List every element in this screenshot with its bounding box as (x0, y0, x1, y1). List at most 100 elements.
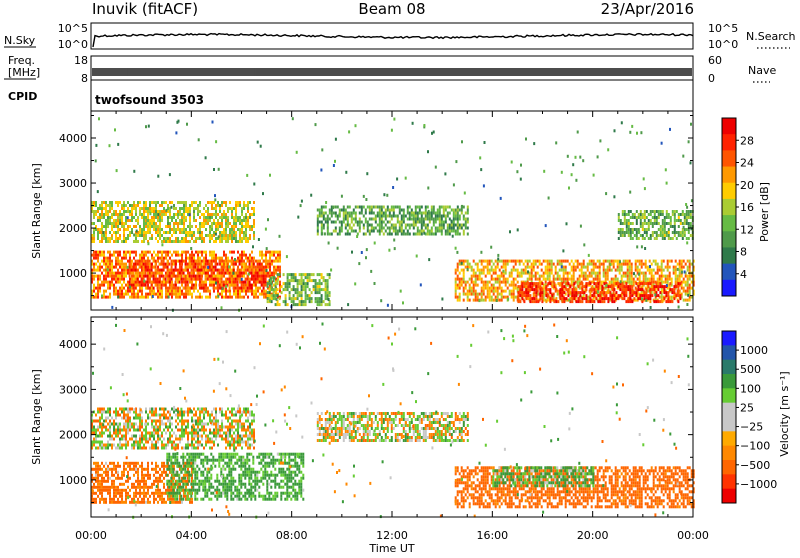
echo-cell (237, 287, 239, 290)
echo-cell (379, 209, 381, 212)
echo-cell (678, 216, 680, 219)
echo-cell (443, 224, 445, 227)
echo-cell (451, 224, 453, 227)
echo-cell (605, 297, 607, 300)
echo-cell (205, 219, 207, 222)
echo-cell (535, 288, 537, 291)
echo-cell (283, 273, 285, 276)
echo-cell (629, 281, 631, 284)
echo-cell (613, 297, 615, 300)
echo-cell (463, 263, 465, 266)
echo-cell (189, 272, 191, 275)
echo-cell (676, 237, 678, 240)
echo-cell (143, 284, 145, 287)
echo-cell (555, 269, 557, 272)
echo-cell (513, 266, 515, 269)
echo-cell (179, 210, 181, 213)
echo-cell (683, 260, 685, 263)
echo-cell (265, 284, 267, 287)
echo-cell (451, 209, 453, 212)
echo-cell (147, 287, 149, 290)
echo-cell (137, 284, 139, 287)
echo-cell (475, 284, 477, 287)
echo-cell (129, 213, 131, 216)
echo-cell (181, 237, 183, 240)
echo-cell (177, 290, 179, 293)
echo-cell (565, 272, 567, 275)
echo-cell (437, 218, 439, 221)
echo-cell (149, 281, 151, 284)
echo-cell (125, 210, 127, 213)
echo-cell (99, 254, 101, 257)
echo-cell (549, 269, 551, 272)
echo-cell (239, 254, 241, 257)
echo-cell (303, 303, 305, 306)
echo-cell (173, 228, 175, 231)
echo-cell (213, 251, 215, 254)
echo-cell (237, 275, 239, 278)
echo-cell (525, 288, 527, 291)
echo-cell (159, 228, 161, 231)
echo-cell (235, 207, 237, 210)
echo-cell (325, 303, 327, 306)
echo-cell (221, 231, 223, 234)
echo-cell (203, 287, 205, 290)
echo-cell (245, 281, 247, 284)
echo-cell (674, 225, 676, 228)
echo-cell (215, 257, 217, 260)
echo-cell (557, 272, 559, 275)
echo-cell (533, 275, 535, 278)
echo-cell (111, 207, 113, 210)
echo-cell (117, 260, 119, 263)
echo-cell (559, 269, 561, 272)
echo-cell (377, 230, 379, 233)
echo-cell (499, 293, 501, 296)
echo-cell (667, 278, 669, 281)
echo-cell (507, 278, 509, 281)
echo-cell (587, 275, 589, 278)
echo-cell (660, 210, 662, 213)
echo-cell (666, 222, 668, 225)
echo-cell (413, 224, 415, 227)
echo-cell (642, 228, 644, 231)
echo-cell (179, 281, 181, 284)
echo-cell (425, 209, 427, 212)
echo-cell (607, 300, 609, 303)
echo-cell (261, 275, 263, 278)
echo-cell (669, 278, 671, 281)
echo-cell (195, 201, 197, 204)
echo-cell (339, 209, 341, 212)
echo-cell (656, 231, 658, 234)
echo-cell (455, 272, 457, 275)
echo-cell (521, 282, 523, 285)
echo-cell (645, 282, 647, 285)
echo-cell (631, 272, 633, 275)
echo-cell (455, 278, 457, 281)
echo-cell (619, 269, 621, 272)
echo-cell (183, 207, 185, 210)
echo-cell (231, 260, 233, 263)
echo-cell (95, 225, 97, 228)
echo-cell (688, 237, 690, 240)
echo-cell (135, 225, 137, 228)
echo-cell (133, 240, 135, 243)
echo-cell (638, 228, 640, 231)
echo-cell (113, 272, 115, 275)
echo-cell (139, 225, 141, 228)
echo-cell (291, 300, 293, 303)
echo-cell (383, 212, 385, 215)
echo-cell (103, 296, 105, 299)
echo-cell (129, 275, 131, 278)
echo-cell (365, 233, 367, 236)
echo-cell (459, 299, 461, 302)
echo-cell (139, 266, 141, 269)
echo-cell (363, 233, 365, 236)
echo-cell (141, 281, 143, 284)
echo-cell (117, 219, 119, 222)
echo-cell (303, 288, 305, 291)
echo-cell (197, 272, 199, 275)
echo-cell (253, 269, 255, 272)
echo-cell (381, 230, 383, 233)
echo-cell (133, 204, 135, 207)
echo-cell (431, 206, 433, 209)
